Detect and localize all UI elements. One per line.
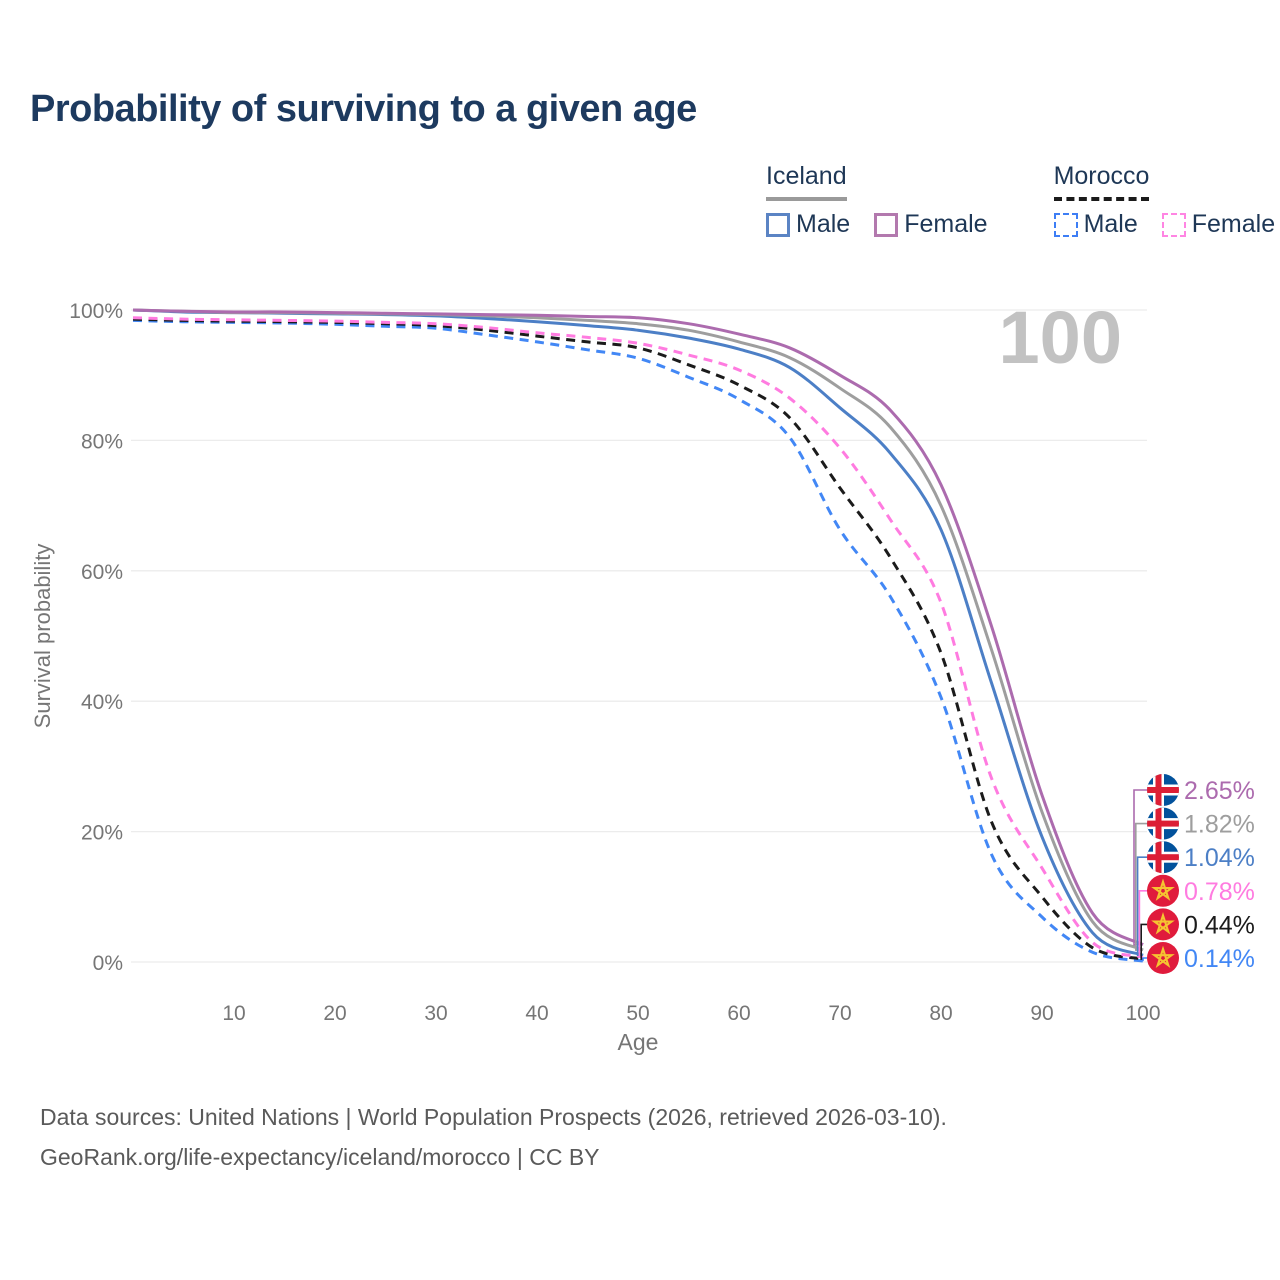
- series-line-morocco-male: [132, 318, 1144, 963]
- footer-attribution: GeoRank.org/life-expectancy/iceland/moro…: [40, 1143, 600, 1170]
- morocco-flag-star-icon: [1151, 878, 1175, 901]
- end-label-leader-line: [1136, 856, 1147, 957]
- page-title: Probability of surviving to a given age: [30, 88, 697, 130]
- legend-item-iceland-female: Female: [874, 210, 988, 239]
- y-axis-tick-label: 100%: [69, 300, 123, 323]
- end-label-leader-line: [1140, 923, 1147, 960]
- end-label-leader-line: [1133, 789, 1147, 946]
- series-line-iceland-female: [132, 308, 1144, 947]
- x-axis-tick-label: 70: [828, 1002, 851, 1025]
- y-axis-title: Survival probability: [30, 544, 55, 729]
- legend-label: Female: [1191, 210, 1276, 238]
- end-label-morocco-male: 0.14%: [1147, 942, 1255, 974]
- end-label-leader-line: [1142, 957, 1147, 962]
- series-line-morocco-both: [132, 317, 1144, 961]
- legend: Iceland Male Female Morocco Male: [766, 162, 1275, 239]
- end-label-iceland-both: 1.82%: [1147, 807, 1255, 840]
- series-line-morocco-female: [132, 316, 1144, 959]
- x-axis-tick-label: 10: [222, 1002, 245, 1025]
- end-value-label: 1.04%: [1184, 844, 1255, 872]
- age-counter-watermark: 100: [999, 296, 1122, 379]
- morocco-flag-icon: [1147, 874, 1179, 907]
- y-axis-tick-label: 60%: [81, 561, 123, 584]
- x-axis-tick-label: 20: [323, 1002, 346, 1025]
- legend-item-morocco-male: Male: [1053, 210, 1138, 239]
- morocco-flag-star-icon: [1151, 945, 1175, 969]
- end-value-label: 0.14%: [1184, 945, 1255, 973]
- legend-item-iceland-male: Male: [766, 210, 850, 239]
- iceland-female-swatch-icon: [874, 212, 899, 237]
- end-label-iceland-male: 1.04%: [1147, 841, 1255, 874]
- end-label-iceland-female: 2.65%: [1147, 774, 1255, 806]
- footer-data-sources: Data sources: United Nations | World Pop…: [40, 1104, 947, 1130]
- y-axis-tick-label: 0%: [93, 952, 123, 975]
- x-axis-tick-label: 30: [424, 1002, 447, 1025]
- x-axis-title: Age: [618, 1029, 659, 1055]
- x-axis-tick-label: 90: [1030, 1002, 1053, 1025]
- x-axis-tick-label: 60: [727, 1002, 750, 1025]
- y-axis-tick-label: 20%: [81, 822, 123, 845]
- morocco-flag-icon: [1147, 942, 1179, 974]
- series-line-iceland-male: [132, 308, 1144, 957]
- x-axis-tick-label: 80: [929, 1002, 952, 1025]
- end-value-label: 1.82%: [1184, 811, 1255, 839]
- y-axis-tick-label: 80%: [81, 430, 123, 453]
- end-label-morocco-both: 0.44%: [1147, 908, 1255, 941]
- morocco-female-swatch-icon: [1161, 212, 1186, 237]
- legend-item-morocco-female: Female: [1161, 210, 1276, 239]
- legend-header-morocco: Morocco: [1053, 162, 1150, 201]
- footer: Data sources: United Nations | World Pop…: [40, 1098, 947, 1177]
- end-label-morocco-female: 0.78%: [1147, 874, 1255, 907]
- legend-label: Male: [1083, 210, 1138, 238]
- y-axis-tick-label: 40%: [81, 691, 123, 714]
- legend-group-morocco: Morocco Male Female: [1053, 162, 1276, 239]
- end-value-label: 0.78%: [1184, 878, 1255, 906]
- end-value-label: 0.44%: [1184, 911, 1255, 939]
- legend-group-iceland: Iceland Male Female: [766, 162, 988, 239]
- iceland-male-swatch-icon: [766, 212, 790, 237]
- morocco-flag-icon: [1147, 908, 1179, 941]
- x-axis-tick-label: 100: [1125, 1002, 1160, 1025]
- legend-header-iceland: Iceland: [766, 162, 847, 201]
- legend-label: Male: [796, 210, 851, 238]
- end-value-label: 2.65%: [1184, 777, 1255, 805]
- x-axis-tick-label: 40: [525, 1002, 548, 1025]
- morocco-flag-star-icon: [1151, 912, 1175, 935]
- legend-label: Female: [904, 210, 988, 238]
- x-axis-tick-label: 50: [626, 1002, 649, 1025]
- morocco-male-swatch-icon: [1053, 212, 1078, 237]
